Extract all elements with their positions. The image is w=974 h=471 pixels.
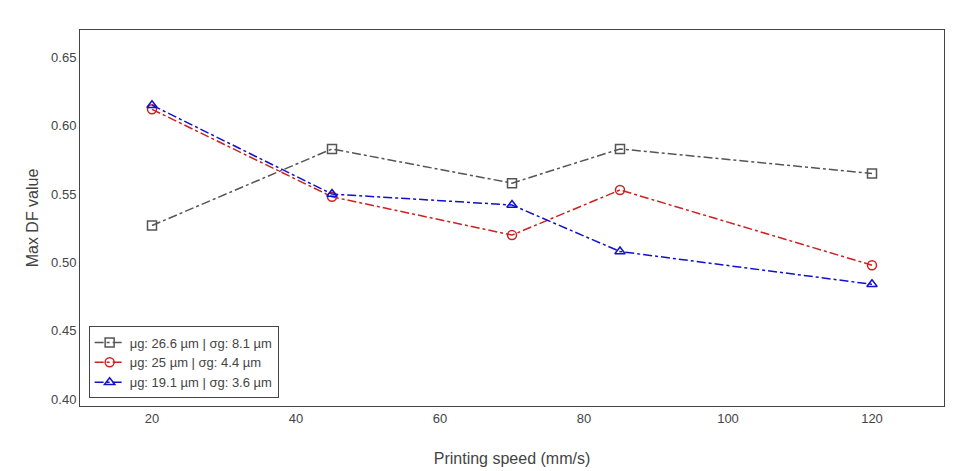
svg-text:0.55: 0.55	[51, 187, 76, 202]
svg-text:80: 80	[577, 411, 591, 426]
svg-text:60: 60	[433, 411, 447, 426]
svg-text:0.40: 0.40	[51, 392, 76, 407]
svg-text:0.65: 0.65	[51, 50, 76, 65]
svg-text:μg: 26.6 µm | σg: 8.1 µm: μg: 26.6 µm | σg: 8.1 µm	[130, 336, 272, 351]
svg-text:Max DF value: Max DF value	[24, 169, 41, 268]
svg-text:120: 120	[861, 411, 883, 426]
svg-text:20: 20	[145, 411, 159, 426]
svg-text:μg: 25 µm | σg: 4.4 µm: μg: 25 µm | σg: 4.4 µm	[130, 355, 261, 370]
svg-text:μg: 19.1 µm | σg: 3.6 µm: μg: 19.1 µm | σg: 3.6 µm	[130, 375, 272, 390]
svg-text:0.60: 0.60	[51, 118, 76, 133]
svg-text:Printing speed (mm/s): Printing speed (mm/s)	[434, 450, 591, 467]
svg-text:0.50: 0.50	[51, 255, 76, 270]
svg-text:40: 40	[289, 411, 303, 426]
svg-text:0.45: 0.45	[51, 323, 76, 338]
svg-text:100: 100	[717, 411, 739, 426]
